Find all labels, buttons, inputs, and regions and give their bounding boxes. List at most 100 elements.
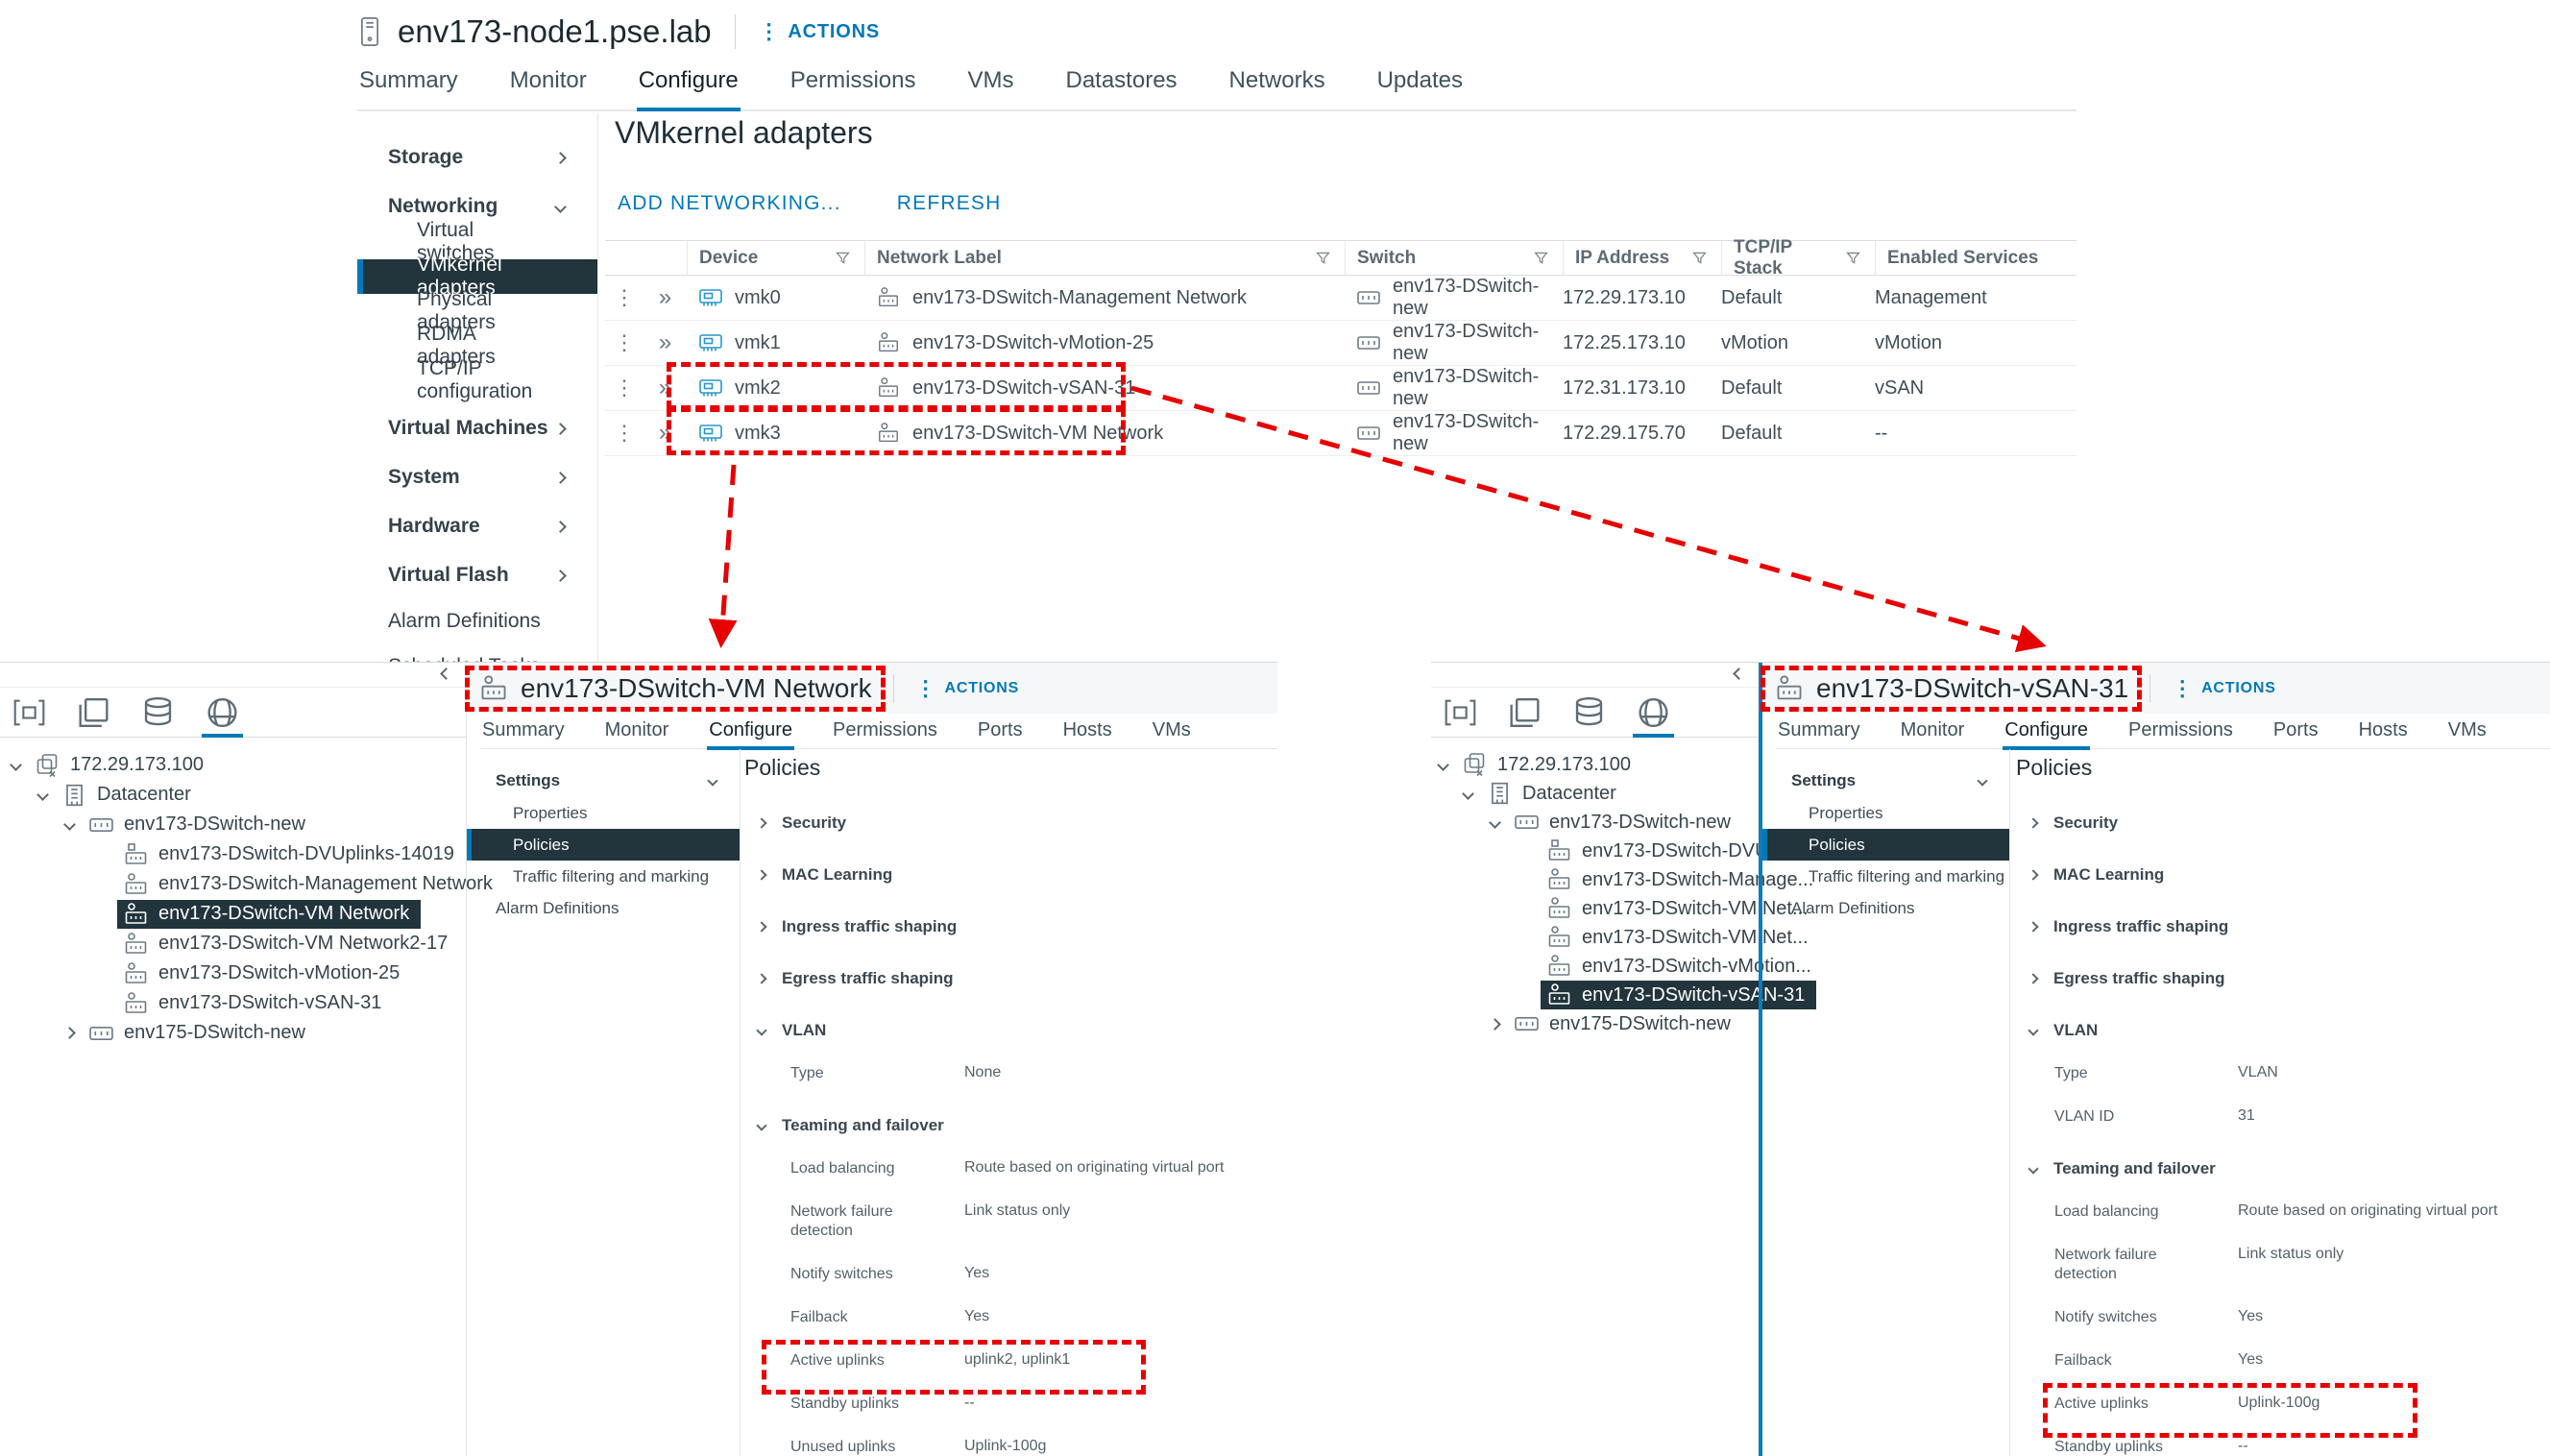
policy-section-header[interactable]: Egress traffic shaping bbox=[2016, 969, 2550, 988]
filter-icon[interactable] bbox=[1845, 250, 1861, 266]
host-tab[interactable]: Datastores bbox=[1065, 67, 1178, 93]
tree-expand-icon[interactable] bbox=[63, 1027, 76, 1039]
add-networking-button[interactable]: ADD NETWORKING... bbox=[618, 192, 841, 214]
storage-icon[interactable] bbox=[140, 695, 176, 730]
tree-expand-icon[interactable] bbox=[36, 789, 49, 801]
nav-item[interactable]: System bbox=[357, 459, 597, 496]
portgroup-tab[interactable]: VMs bbox=[1152, 719, 1191, 740]
nav-item[interactable]: Physical adapters bbox=[357, 288, 597, 333]
policy-section-header[interactable]: Ingress traffic shaping bbox=[2016, 917, 2550, 936]
networking-icon[interactable] bbox=[202, 695, 243, 738]
tree-item[interactable]: env173-DSwitch-new bbox=[0, 810, 466, 839]
settings-item[interactable]: Policies bbox=[467, 829, 740, 861]
column-header-tcpip-stack[interactable]: TCP/IP Stack bbox=[1721, 237, 1875, 279]
host-tab[interactable]: Summary bbox=[359, 67, 458, 93]
row-menu-icon[interactable]: ⋮ bbox=[614, 330, 635, 354]
tree-item[interactable]: Datacenter bbox=[0, 780, 466, 810]
hosts-clusters-icon[interactable] bbox=[1443, 695, 1478, 730]
tree-item[interactable]: env173-DSwitch-VM Net... bbox=[1431, 894, 1809, 923]
column-header-device[interactable]: Device bbox=[687, 241, 864, 275]
policy-section-header[interactable]: Teaming and failover bbox=[744, 1116, 1277, 1135]
settings-item[interactable]: Policies bbox=[1762, 829, 2009, 861]
portgroup-tab[interactable]: Summary bbox=[482, 719, 565, 740]
portgroup-actions-button[interactable]: ⋮ ACTIONS bbox=[2172, 675, 2276, 700]
host-tab[interactable]: Networks bbox=[1228, 67, 1325, 93]
settings-item-alarm-definitions[interactable]: Alarm Definitions bbox=[1791, 898, 1915, 917]
tree-item[interactable]: env173-DSwitch-DVUplinks-14019 bbox=[0, 839, 466, 869]
row-expand-icon[interactable]: » bbox=[658, 284, 672, 310]
settings-item-alarm-definitions[interactable]: Alarm Definitions bbox=[496, 898, 619, 917]
column-header-ip-address[interactable]: IP Address bbox=[1563, 241, 1721, 275]
filter-icon[interactable] bbox=[1533, 250, 1549, 266]
storage-icon[interactable] bbox=[1571, 695, 1607, 730]
tree-item[interactable]: env175-DSwitch-new bbox=[0, 1018, 466, 1048]
nav-item[interactable]: Alarm Definitions bbox=[357, 604, 597, 639]
row-menu-icon[interactable]: ⋮ bbox=[614, 421, 635, 445]
tree-item[interactable]: env173-DSwitch-VM Network2-17 bbox=[0, 929, 466, 959]
portgroup-tab[interactable]: Permissions bbox=[833, 719, 937, 740]
policy-section-header[interactable]: VLAN bbox=[2016, 1021, 2550, 1040]
nav-item[interactable]: TCP/IP configuration bbox=[357, 357, 597, 402]
row-menu-icon[interactable]: ⋮ bbox=[614, 285, 635, 309]
vmkernel-adapter-row[interactable]: ⋮ » vmk0 env173-DSwitch-Management Netwo… bbox=[605, 276, 2076, 321]
tree-item[interactable]: 172.29.173.100 bbox=[0, 750, 466, 780]
tree-expand-icon[interactable] bbox=[1489, 1017, 1501, 1031]
filter-icon[interactable] bbox=[835, 250, 851, 266]
policy-section-header[interactable]: MAC Learning bbox=[2016, 865, 2550, 885]
vmkernel-adapter-row[interactable]: ⋮ » vmk3 env173-DSwitch-VM Network env17… bbox=[605, 407, 2076, 456]
nav-item[interactable]: Storage bbox=[357, 139, 597, 176]
column-header-network-label[interactable]: Network Label bbox=[864, 241, 1345, 275]
settings-item[interactable]: Traffic filtering and marking bbox=[513, 866, 710, 886]
policy-section-header[interactable]: Teaming and failover bbox=[2016, 1159, 2550, 1178]
networking-icon[interactable] bbox=[1633, 695, 1674, 738]
tree-expand-icon[interactable] bbox=[10, 759, 22, 771]
tree-item[interactable]: env173-DSwitch-new bbox=[1431, 808, 1759, 837]
tree-item[interactable]: env173-DSwitch-VM Network bbox=[0, 899, 466, 929]
hosts-clusters-icon[interactable] bbox=[12, 695, 47, 730]
tree-item[interactable]: env173-DSwitch-vMotion... bbox=[1431, 952, 1811, 981]
tree-item[interactable]: env173-DSwitch-vMotion-25 bbox=[0, 959, 466, 988]
settings-group-header[interactable]: Settings bbox=[1762, 764, 2009, 797]
tree-item[interactable]: env173-DSwitch-Management Network bbox=[0, 869, 493, 899]
nav-item[interactable]: RDMA adapters bbox=[357, 323, 597, 368]
tree-expand-icon[interactable] bbox=[63, 818, 76, 831]
vmkernel-adapter-row[interactable]: ⋮ » vmk1 env173-DSwitch-vMotion-25 env17… bbox=[605, 321, 2076, 366]
row-expand-icon[interactable]: » bbox=[658, 329, 672, 355]
nav-item[interactable]: Hardware bbox=[357, 508, 597, 545]
portgroup-tab[interactable]: Configure bbox=[707, 714, 794, 750]
policy-section-header[interactable]: VLAN bbox=[744, 1021, 1277, 1040]
vms-templates-icon[interactable] bbox=[1507, 695, 1542, 730]
host-tab[interactable]: Updates bbox=[1376, 67, 1463, 93]
policy-section-header[interactable]: Egress traffic shaping bbox=[744, 969, 1277, 988]
portgroup-tab[interactable]: Summary bbox=[1778, 719, 1860, 740]
nav-item[interactable]: VMkernel adapters bbox=[357, 254, 597, 299]
nav-item[interactable]: Virtual switches bbox=[357, 219, 597, 264]
column-header-switch[interactable]: Switch bbox=[1345, 241, 1563, 275]
portgroup-tab[interactable]: Monitor bbox=[1900, 719, 1965, 740]
portgroup-tab[interactable]: Monitor bbox=[604, 719, 669, 740]
host-tab[interactable]: VMs bbox=[967, 67, 1014, 93]
collapse-panel-icon[interactable] bbox=[440, 667, 452, 680]
refresh-button[interactable]: REFRESH bbox=[896, 192, 1002, 214]
row-menu-icon[interactable]: ⋮ bbox=[614, 376, 635, 400]
portgroup-tab[interactable]: Ports bbox=[2272, 719, 2319, 740]
tree-item[interactable]: env175-DSwitch-new bbox=[1431, 1009, 1759, 1038]
tree-item[interactable]: env173-DSwitch-vSAN-31 bbox=[0, 988, 466, 1018]
settings-item[interactable]: Traffic filtering and marking bbox=[1809, 866, 2005, 886]
tree-item[interactable]: env173-DSwitch-VM Net... bbox=[1431, 923, 1809, 952]
portgroup-tab[interactable]: Hosts bbox=[1062, 719, 1112, 740]
tree-item[interactable]: env173-DSwitch-Manage... bbox=[1431, 865, 1813, 894]
collapse-panel-icon[interactable] bbox=[1733, 667, 1745, 680]
policy-section-header[interactable]: Security bbox=[2016, 813, 2550, 833]
settings-group-header[interactable]: Settings bbox=[467, 764, 740, 797]
policy-section-header[interactable]: Security bbox=[744, 813, 1277, 833]
tree-expand-icon[interactable] bbox=[1437, 758, 1449, 771]
settings-item[interactable]: Properties bbox=[513, 803, 588, 822]
nav-item[interactable]: Virtual Flash bbox=[357, 557, 597, 594]
filter-icon[interactable] bbox=[1315, 250, 1331, 266]
nav-item[interactable]: Virtual Machines bbox=[357, 410, 597, 447]
portgroup-tab[interactable]: Hosts bbox=[2358, 719, 2408, 740]
tree-expand-icon[interactable] bbox=[1489, 815, 1501, 829]
tree-expand-icon[interactable] bbox=[1462, 787, 1474, 800]
portgroup-actions-button[interactable]: ⋮ ACTIONS bbox=[914, 675, 1020, 700]
